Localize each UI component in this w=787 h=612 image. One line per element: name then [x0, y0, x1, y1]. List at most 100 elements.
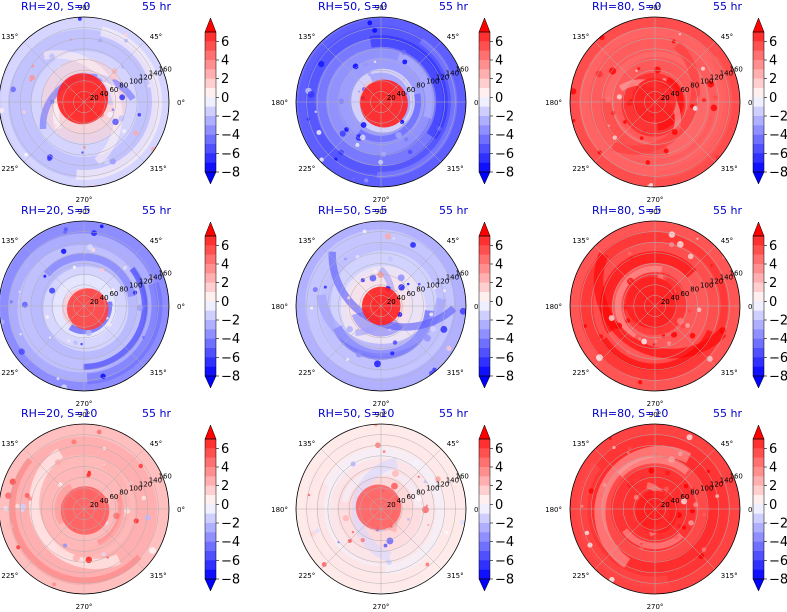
colorbar-level — [205, 125, 216, 135]
colorbar-level — [479, 134, 490, 145]
speckle — [344, 127, 349, 132]
speckle — [459, 307, 466, 315]
swirl-band — [96, 493, 125, 547]
colorbar-level — [205, 41, 216, 51]
colorbar-tick-label: −8 — [495, 370, 514, 385]
speckle — [611, 110, 616, 116]
radial-tick-label: 20 — [661, 298, 670, 306]
grid-spoke — [23, 305, 85, 367]
colorbar-level — [753, 236, 764, 246]
speckle — [315, 528, 320, 534]
colorbar-level — [753, 560, 764, 570]
panel-8: 2040608010012014016090°45°0°315°270°225°… — [271, 407, 514, 611]
grid-spoke — [320, 101, 382, 163]
radial-tick-label: 100 — [426, 78, 439, 86]
swirl-band — [44, 253, 136, 298]
speckle — [362, 229, 367, 234]
speckle — [316, 130, 322, 136]
colorbar-level — [753, 523, 764, 533]
speckle — [54, 459, 61, 466]
colorbar-tick-label: 4 — [221, 258, 229, 273]
speckle — [358, 90, 361, 93]
speckle — [56, 377, 60, 381]
speckle — [445, 530, 449, 535]
speckle — [91, 230, 97, 237]
colorbar-level — [753, 320, 764, 330]
swirl-band — [617, 456, 690, 478]
swirl-band — [614, 265, 663, 340]
contour-field — [0, 17, 169, 187]
speckle — [388, 328, 392, 332]
angle-tick-label: 135° — [572, 237, 589, 245]
swirl-band — [593, 252, 727, 359]
grid-spoke — [320, 41, 382, 103]
radial-tick-label: 40 — [397, 294, 406, 302]
polar-frame — [0, 423, 170, 595]
angle-tick-label: 270° — [647, 196, 664, 204]
radial-tick-label: 40 — [100, 294, 109, 302]
colorbar-level — [753, 282, 764, 293]
colorbar-level — [479, 153, 490, 163]
speckle — [696, 237, 699, 240]
speckle — [383, 543, 388, 548]
speckle — [323, 285, 327, 289]
angle-tick-label: 135° — [572, 440, 589, 448]
colorbar-tick-label: −4 — [769, 128, 787, 143]
colorbar-level — [205, 106, 216, 117]
speckle — [669, 242, 675, 248]
speckle — [710, 264, 713, 267]
panel-9: 2040608010012014016090°45°0°315°270°225°… — [545, 407, 787, 611]
angle-tick-label: 315° — [721, 165, 738, 173]
speckle — [351, 530, 355, 534]
radial-tick-label: 160 — [159, 269, 172, 277]
colorbar-level — [753, 467, 764, 477]
grid-spoke — [654, 508, 716, 570]
speckle — [676, 317, 684, 325]
speckle — [719, 327, 727, 334]
speckle — [18, 348, 25, 355]
colorbar-level — [753, 60, 764, 70]
colorbar-level — [479, 245, 490, 255]
angle-tick-label: 180° — [271, 303, 288, 311]
speckle — [58, 482, 63, 487]
speckle — [648, 467, 655, 474]
panel-time-label: 55 hr — [142, 0, 171, 13]
colorbar-tick-label: 4 — [495, 258, 503, 273]
angle-tick-label: 0° — [474, 506, 482, 514]
speckle — [436, 126, 442, 131]
angle-tick-label: 135° — [572, 33, 589, 41]
colorbar-tick-label: 0 — [495, 91, 503, 106]
colorbar-extend-min — [204, 578, 217, 592]
speckle — [417, 282, 421, 286]
speckle — [81, 151, 84, 154]
radial-tick-label: 20 — [387, 501, 396, 509]
colorbar-level — [205, 301, 216, 311]
colorbar-level — [479, 504, 490, 514]
colorbar-level — [479, 338, 490, 349]
radial-tick-label: 140 — [446, 274, 459, 282]
angle-tick-label: 270° — [76, 400, 93, 408]
panel-1: 2040608010012014016090°45°0°315°270°225°… — [0, 0, 240, 204]
speckle — [361, 282, 365, 286]
radial-tick-label: 20 — [90, 501, 99, 509]
colorbar-level — [479, 467, 490, 477]
speckle — [107, 111, 114, 118]
radial-tick-label: 80 — [119, 82, 128, 90]
speckle — [338, 98, 345, 105]
angle-tick-label: 0° — [177, 99, 185, 107]
colorbar-level — [205, 153, 216, 163]
speckle — [124, 33, 128, 37]
colorbar-level — [753, 532, 764, 542]
speckle — [372, 27, 378, 33]
speckle — [687, 253, 694, 260]
colorbar-level — [205, 282, 216, 293]
speckle — [659, 374, 667, 381]
speckle — [406, 282, 410, 286]
panel-title: RH=80, S=5 — [592, 204, 661, 217]
angle-tick-label: 90° — [78, 411, 90, 419]
angle-tick-label: 135° — [298, 440, 315, 448]
speckle — [141, 495, 147, 501]
speckle — [412, 460, 419, 467]
colorbar-tick-label: −4 — [769, 535, 787, 550]
speckle — [49, 336, 52, 339]
